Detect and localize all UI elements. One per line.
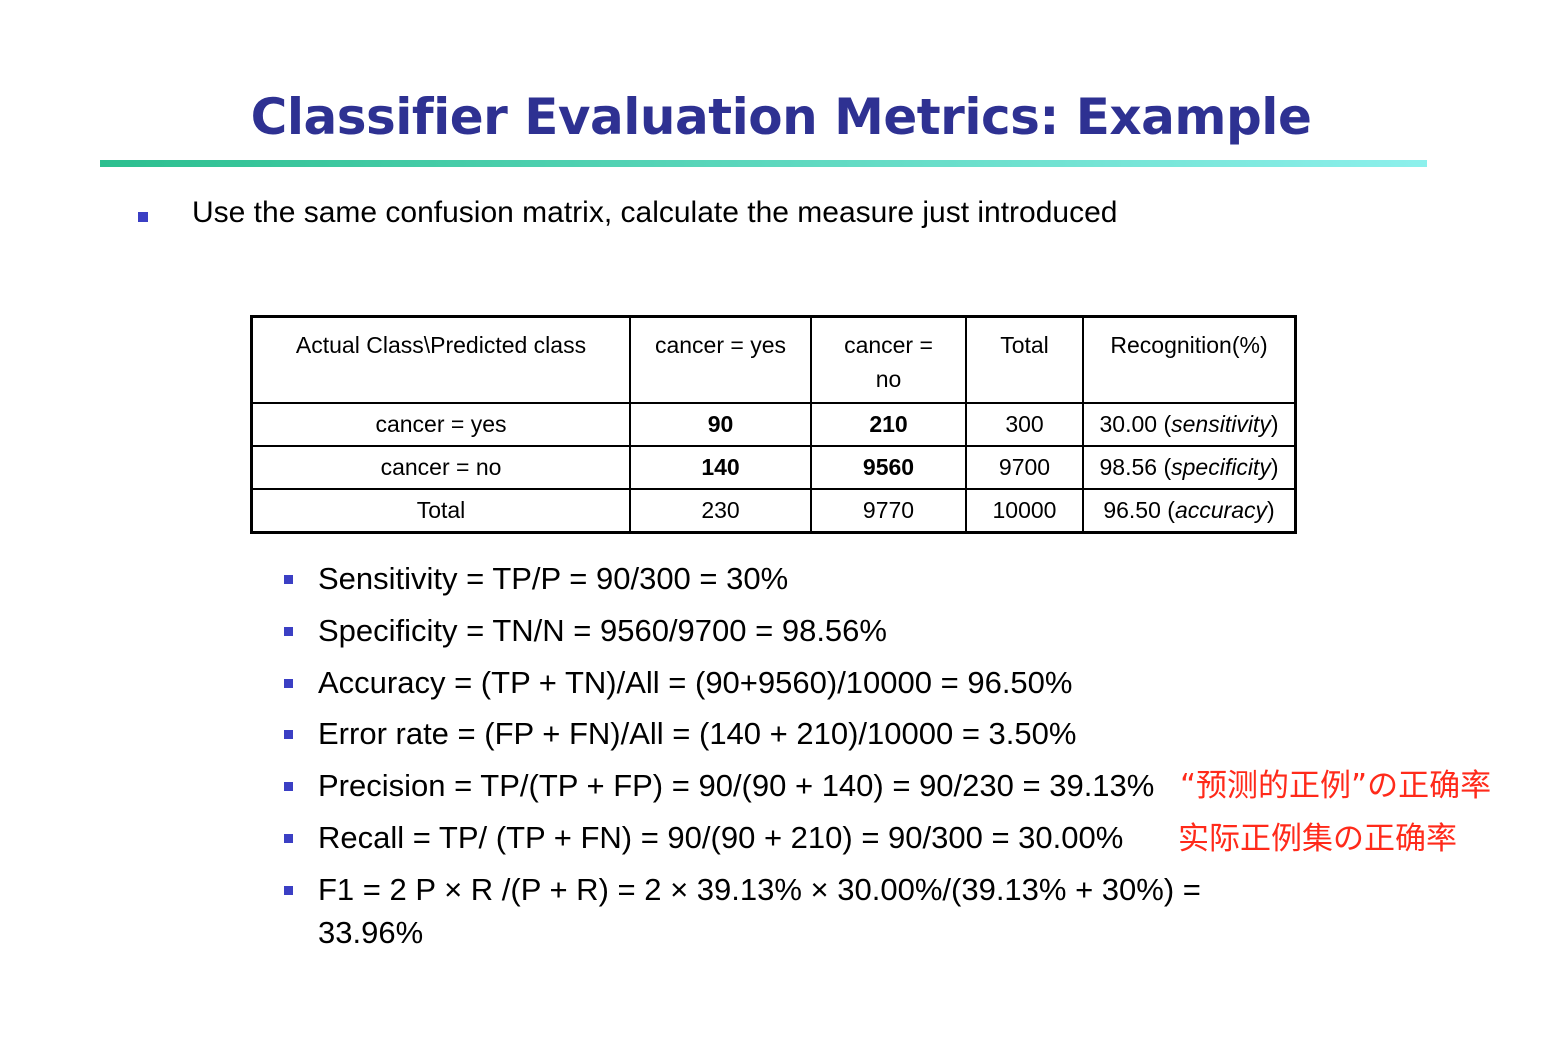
row-label: cancer = yes [250, 402, 631, 447]
metric-specificity: Specificity = TN/N = 9560/9700 = 98.56% [318, 613, 887, 648]
header-cell-total: Total [965, 315, 1084, 404]
table-header-row: Actual Class\Predicted class cancer = ye… [250, 315, 1297, 404]
intro-text: Use the same confusion matrix, calculate… [192, 196, 1118, 229]
header-cell-recognition: Recognition(%) [1082, 315, 1297, 404]
precision-annotation: “预测的正例”の正确率 [1180, 768, 1492, 804]
cell-grand-total: 10000 [965, 488, 1084, 534]
metric-error-rate: Error rate = (FP + FN)/All = (140 + 210)… [318, 716, 1077, 751]
confusion-matrix-table: Actual Class\Predicted class cancer = ye… [250, 315, 1297, 534]
cell-total-no: 9770 [810, 488, 967, 534]
cell-total: 300 [965, 402, 1084, 447]
header-cell-cancer-yes: cancer = yes [629, 315, 812, 404]
metric-recall: Recall = TP/ (TP + FN) = 90/(90 + 210) =… [318, 820, 1124, 855]
cell-tp: 90 [629, 402, 812, 447]
table-row: cancer = no 140 9560 9700 98.56 (specifi… [250, 445, 1297, 490]
table-row: Total 230 9770 10000 96.50 (accuracy) [250, 488, 1297, 534]
row-label: cancer = no [250, 445, 631, 490]
cell-tn: 9560 [810, 445, 967, 490]
square-bullet-icon [284, 834, 293, 843]
table-row: cancer = yes 90 210 300 30.00 (sensitivi… [250, 402, 1297, 447]
square-bullet-icon [284, 782, 293, 791]
metric-f1: F1 = 2 P × R /(P + R) = 2 × 39.13% × 30.… [318, 872, 1201, 907]
recall-annotation: 实际正例集の正确率 [1178, 821, 1457, 857]
row-label: Total [250, 488, 631, 534]
header-cell-actual-predicted: Actual Class\Predicted class [250, 315, 631, 404]
header-cell-cancer-no: cancer = no [810, 315, 967, 404]
square-bullet-icon [284, 730, 293, 739]
square-bullet-icon [284, 627, 293, 636]
square-bullet-icon [138, 212, 148, 222]
slide-title: Classifier Evaluation Metrics: Example [250, 88, 1312, 146]
cell-fp: 140 [629, 445, 812, 490]
cell-recognition: 30.00 (sensitivity) [1082, 402, 1297, 447]
title-underline [100, 160, 1427, 167]
square-bullet-icon [284, 575, 293, 584]
cell-recognition: 96.50 (accuracy) [1082, 488, 1297, 534]
square-bullet-icon [284, 679, 293, 688]
metric-precision: Precision = TP/(TP + FP) = 90/(90 + 140)… [318, 768, 1155, 803]
square-bullet-icon [284, 886, 293, 895]
cell-total: 9700 [965, 445, 1084, 490]
metric-f1-result: 33.96% [318, 915, 424, 950]
cell-recognition: 98.56 (specificity) [1082, 445, 1297, 490]
cell-total-yes: 230 [629, 488, 812, 534]
metric-sensitivity: Sensitivity = TP/P = 90/300 = 30% [318, 561, 789, 596]
cell-fn: 210 [810, 402, 967, 447]
metric-accuracy: Accuracy = (TP + TN)/All = (90+9560)/100… [318, 665, 1073, 700]
